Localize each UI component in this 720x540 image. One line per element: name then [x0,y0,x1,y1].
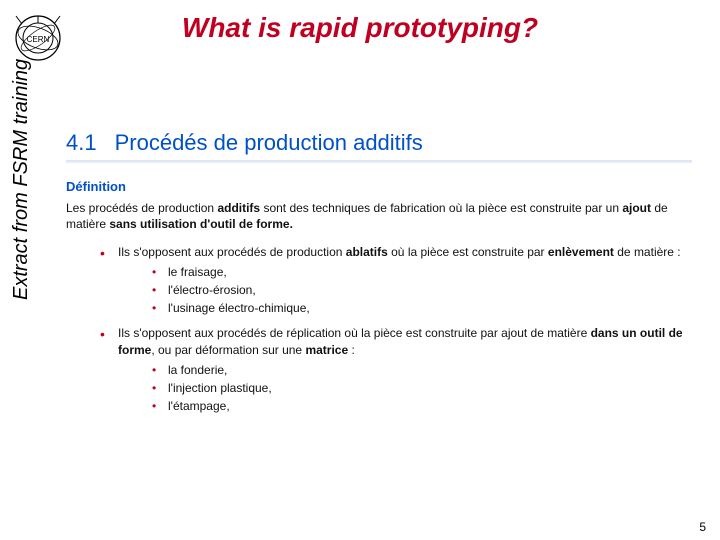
content-area: 4.1 Procédés de production additifs Défin… [66,130,692,423]
opposition-list: Ils s'opposent aux procédés de productio… [100,244,692,414]
section-heading: 4.1 Procédés de production additifs [66,130,692,156]
sidebar-label: Extract from FSRM training [10,59,33,300]
page-number: 5 [699,520,706,534]
section-heading-text: Procédés de production additifs [115,130,423,155]
sidebar-label-text: Extract from FSRM training [10,59,32,300]
list-item: l'électro-érosion, [152,281,692,299]
list-item: l'usinage électro-chimique, [152,299,692,317]
heading-rule [66,160,692,163]
section-number: 4.1 [66,130,97,155]
definition-label: Définition [66,179,692,194]
list-item: l'étampage, [152,397,692,415]
sub-list: le fraisage, l'électro-érosion, l'usinag… [152,263,692,317]
list-item: Ils s'opposent aux procédés de réplicati… [100,325,692,415]
list-item: la fonderie, [152,361,692,379]
list-item: Ils s'opposent aux procédés de productio… [100,244,692,317]
list-item: l'injection plastique, [152,379,692,397]
slide-title: What is rapid prototyping? [0,12,720,44]
definition-body: Les procédés de production additifs sont… [66,200,692,232]
list-item: le fraisage, [152,263,692,281]
sub-list: la fonderie, l'injection plastique, l'ét… [152,361,692,415]
